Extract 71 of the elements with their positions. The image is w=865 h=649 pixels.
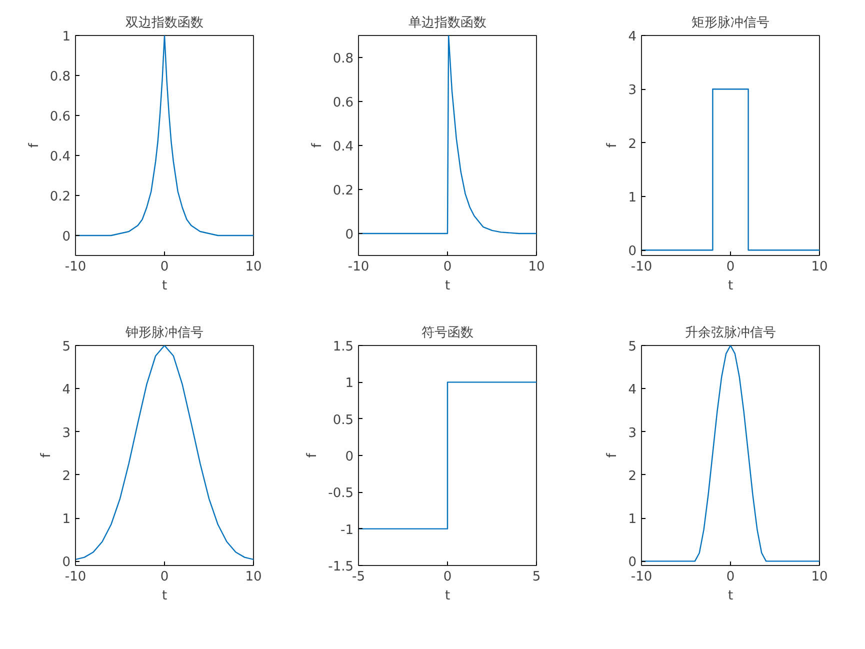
- y-tick-label: 2: [628, 468, 637, 484]
- x-axis-title: t: [444, 278, 450, 294]
- y-tick-label: 0: [345, 450, 354, 464]
- y-tick-label: 0.4: [50, 150, 71, 164]
- x-tick-label: 0: [443, 260, 452, 274]
- y-tick-label: 0.6: [50, 110, 71, 124]
- chart-title: 双边指数函数: [126, 16, 204, 30]
- y-axis-title: f: [39, 452, 54, 458]
- y-tick-label: 0.4: [332, 140, 354, 154]
- y-tick-label: 3: [62, 426, 71, 441]
- x-tick-label: -10: [348, 260, 370, 274]
- x-tick-label: 10: [811, 260, 828, 274]
- y-tick-label: 0: [62, 555, 71, 570]
- y-tick-label: 3: [628, 83, 637, 98]
- y-tick-label: 4: [628, 382, 637, 398]
- y-tick-label: 0.6: [332, 96, 354, 110]
- x-tick-label: 0: [726, 570, 735, 584]
- x-tick-label: 10: [245, 570, 262, 584]
- y-tick-label: 0: [62, 230, 71, 244]
- chart-title: 矩形脉冲信号: [692, 16, 770, 30]
- chart-title: 钟形脉冲信号: [124, 326, 204, 340]
- x-axis-title: t: [728, 588, 734, 604]
- x-tick-label: 10: [528, 260, 545, 274]
- y-tick-label: 0.5: [332, 412, 354, 428]
- y-tick-label: 0: [345, 228, 354, 242]
- x-tick-label: 10: [811, 570, 828, 584]
- x-tick-label: -5: [352, 570, 365, 584]
- x-tick-label: 0: [160, 570, 169, 584]
- y-tick-label: 1: [628, 512, 637, 528]
- x-tick-label: 5: [532, 570, 541, 584]
- y-axis-title: f: [26, 142, 42, 148]
- y-tick-label: 1.5: [332, 340, 354, 354]
- chart-title: 单边指数函数: [408, 16, 486, 30]
- y-tick-label: 0: [628, 244, 637, 260]
- y-tick-label: 4: [62, 382, 71, 398]
- x-tick-label: -10: [64, 260, 86, 274]
- x-axis-title: t: [728, 278, 734, 294]
- x-tick-label: -10: [64, 570, 86, 584]
- chart-title: 符号函数: [422, 326, 474, 340]
- y-axis-title: f: [310, 142, 325, 148]
- x-tick-label: -10: [630, 570, 652, 584]
- y-axis-title: f: [605, 142, 620, 148]
- x-tick-label: -10: [630, 260, 652, 274]
- x-tick-label: 10: [245, 260, 262, 274]
- y-tick-label: 0.2: [332, 184, 354, 198]
- y-tick-label: 0: [628, 555, 637, 570]
- y-axis-title: f: [305, 452, 320, 458]
- y-tick-label: 1: [345, 376, 354, 392]
- x-axis-title: t: [444, 588, 450, 604]
- y-tick-label: 2: [62, 468, 71, 484]
- chart-title: 升余弦脉冲信号: [685, 326, 776, 340]
- y-tick-label: -1: [340, 522, 354, 538]
- y-tick-label: 4: [628, 30, 637, 44]
- x-tick-label: 0: [160, 260, 169, 274]
- y-tick-label: 1: [62, 30, 71, 44]
- y-tick-label: 0.2: [50, 190, 71, 204]
- y-tick-label: 2: [628, 136, 637, 152]
- y-tick-label: 3: [628, 426, 637, 441]
- y-tick-label: 0.8: [332, 52, 354, 66]
- x-tick-label: 0: [443, 570, 452, 584]
- y-tick-label: 1: [628, 190, 637, 206]
- x-axis-title: t: [162, 588, 168, 604]
- y-tick-label: 5: [62, 340, 71, 354]
- y-axis-title: f: [605, 452, 620, 458]
- y-tick-label: 1: [62, 512, 71, 528]
- y-tick-label: 5: [628, 340, 637, 354]
- y-tick-label: 0.8: [50, 70, 71, 84]
- y-tick-label: -0.5: [328, 486, 354, 502]
- y-tick-label: -1.5: [328, 560, 354, 574]
- x-axis-title: t: [162, 278, 168, 294]
- x-tick-label: 0: [726, 260, 735, 274]
